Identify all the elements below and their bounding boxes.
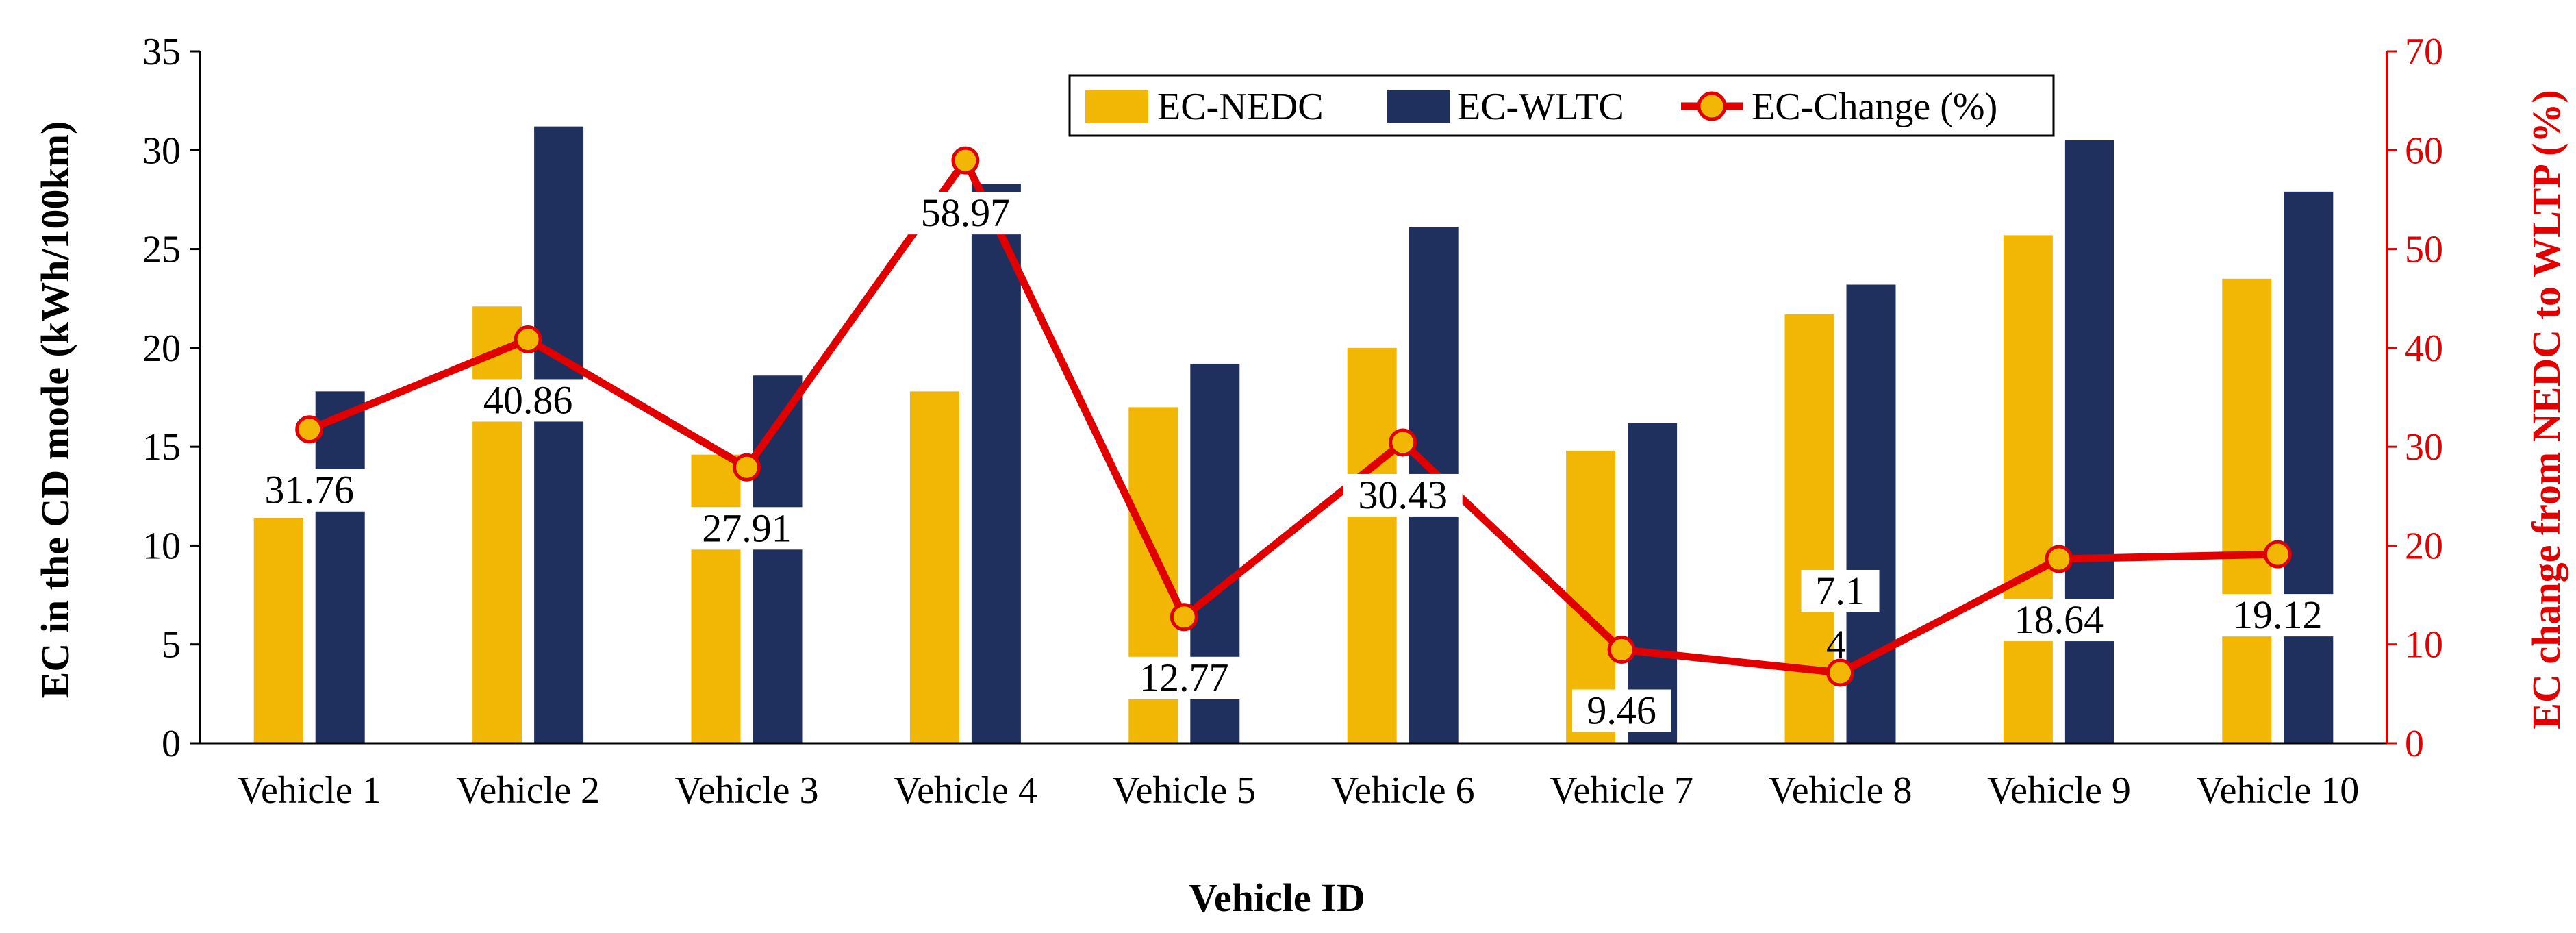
bar-ec-wltc-2 <box>534 126 584 743</box>
y2-tick-label-40: 40 <box>2405 327 2443 370</box>
y2-tick-label-70: 70 <box>2405 31 2443 73</box>
y2-tick-label-10: 10 <box>2405 624 2443 667</box>
ec-change-marker-8 <box>1826 658 1854 687</box>
data-label-box-5 <box>1124 656 1244 699</box>
x-tick-label-4: Vehicle 4 <box>894 769 1037 812</box>
data-label-1: 31.76 <box>264 468 354 512</box>
data-label-8: 7.1 <box>1815 569 1865 613</box>
y-tick-label-35: 35 <box>142 31 181 73</box>
data-label-box-1 <box>249 469 369 512</box>
data-label-box-7 <box>1572 689 1671 732</box>
bar-ec-nedc-2 <box>472 306 522 743</box>
data-label-box-6 <box>1343 473 1463 517</box>
x-tick-label-7: Vehicle 7 <box>1550 769 1693 812</box>
ec-change-marker-7 <box>1607 636 1636 664</box>
data-label-4: 58.97 <box>921 190 1011 235</box>
y2-tick-label-60: 60 <box>2405 129 2443 172</box>
legend-swatch-ec-change-marker <box>1697 91 1727 121</box>
x-tick-label-8: Vehicle 8 <box>1769 769 1912 812</box>
line-layer <box>295 146 2292 687</box>
bar-ec-wltc-3 <box>753 375 803 743</box>
data-label-2: 40.86 <box>483 377 573 422</box>
data-label-5: 12.77 <box>1139 656 1229 700</box>
data-label-box-9 <box>1999 599 2119 642</box>
legend-label-ec-change: EC-Change (%) <box>1752 86 1997 128</box>
ec-change-marker-4 <box>951 146 980 175</box>
ec-change-marker-6 <box>1389 428 1417 457</box>
y-tick-label-30: 30 <box>142 129 181 172</box>
y2-tick-label-30: 30 <box>2405 426 2443 469</box>
y-tick-label-20: 20 <box>142 327 181 370</box>
y-tick-label-5: 5 <box>162 624 181 667</box>
y-tick-label-25: 25 <box>142 229 181 271</box>
ec-change-marker-5 <box>1170 603 1198 632</box>
data-label-7: 9.46 <box>1587 688 1656 733</box>
y2-tick-label-0: 0 <box>2405 723 2424 765</box>
bar-ec-nedc-1 <box>253 518 303 743</box>
y2-axis-title: EC change from NEDC to WLTP (%) <box>2524 90 2568 729</box>
data-label-box-2 <box>468 379 588 422</box>
y-axis-title: EC in the CD mode (kWh/100km) <box>33 121 77 699</box>
data-label-3: 27.91 <box>702 506 792 550</box>
legend-label-ec-wltc: EC-WLTC <box>1457 86 1624 128</box>
x-tick-label-3: Vehicle 3 <box>675 769 819 812</box>
y-tick-label-0: 0 <box>162 723 181 765</box>
legend-frame <box>1068 74 2055 137</box>
ec-change-marker-2 <box>514 325 542 353</box>
legend-swatch-ec-wltc <box>1387 90 1450 123</box>
legend-label-ec-nedc: EC-NEDC <box>1157 86 1324 128</box>
ec-change-marker-3 <box>733 453 761 482</box>
bar-ec-wltc-9 <box>2064 140 2114 743</box>
data-label-box-10 <box>2218 594 2338 637</box>
bar-ec-nedc-6 <box>1347 347 1397 743</box>
bar-ec-wltc-4 <box>971 184 1021 743</box>
bar-ec-nedc-4 <box>909 391 959 743</box>
x-tick-label-9: Vehicle 9 <box>1987 769 2131 812</box>
data-label-extra-8: 4 <box>1826 622 1846 667</box>
labels-layer: 31.76 40.86 27.91 58.97 12.77 30.43 9.46 7.1 18.… <box>249 190 2338 733</box>
x-tick-label-6: Vehicle 6 <box>1331 769 1475 812</box>
bar-ec-nedc-9 <box>2003 235 2053 743</box>
y-tick-label-10: 10 <box>142 525 181 567</box>
bar-ec-nedc-10 <box>2222 278 2272 743</box>
bar-ec-nedc-8 <box>1784 314 1834 743</box>
bars-layer <box>253 126 2334 743</box>
y2-tick-label-20: 20 <box>2405 525 2443 567</box>
data-label-box-8 <box>1801 569 1880 612</box>
ec-change-line <box>307 156 2278 677</box>
x-tick-label-5: Vehicle 5 <box>1112 769 1256 812</box>
data-label-box-3 <box>687 507 807 550</box>
y-tick-label-15: 15 <box>142 426 181 469</box>
data-label-6: 30.43 <box>1358 473 1448 517</box>
legend-swatch-ec-nedc <box>1085 90 1148 123</box>
x-axis-title: Vehicle ID <box>1189 875 1365 920</box>
ec-change-marker-9 <box>2045 545 2073 573</box>
bar-ec-nedc-3 <box>691 454 741 743</box>
x-tick-label-1: Vehicle 1 <box>238 769 381 812</box>
data-label-box-4 <box>905 192 1025 235</box>
x-tick-label-2: Vehicle 2 <box>456 769 600 812</box>
ec-change-marker-10 <box>2263 540 2292 569</box>
bar-ec-wltc-10 <box>2284 191 2334 743</box>
data-label-10: 19.12 <box>2233 593 2323 637</box>
legend: EC-NEDC EC-WLTC EC-Change (%) <box>1068 74 2055 137</box>
data-label-9: 18.64 <box>2015 597 2104 642</box>
y2-tick-label-50: 50 <box>2405 229 2443 271</box>
axes-layer: 0 5 10 15 20 25 30 35 0 10 20 30 40 50 60 70 Vehicle 1 Ve… <box>142 31 2443 812</box>
x-tick-label-10: Vehicle 10 <box>2196 769 2359 812</box>
bar-ec-wltc-1 <box>315 391 365 743</box>
ec-change-marker-1 <box>295 415 324 444</box>
